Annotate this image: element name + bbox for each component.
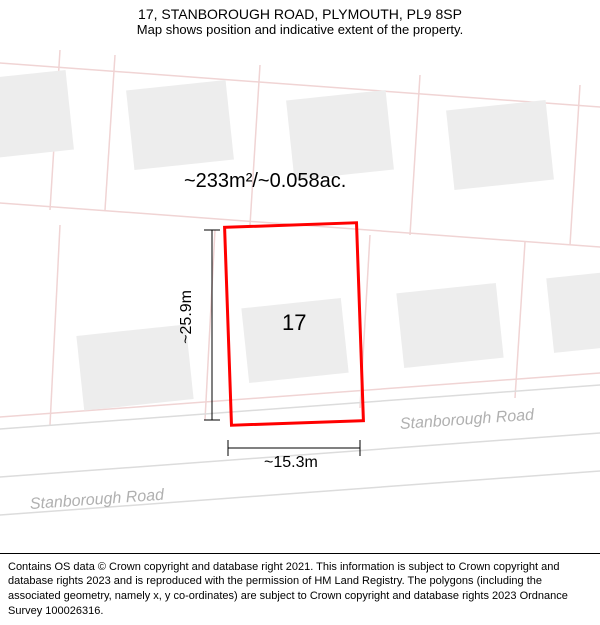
copyright-footer: Contains OS data © Crown copyright and d… — [0, 553, 600, 625]
map-canvas: ~233m²/~0.058ac. ~25.9m 17 ~15.3m Stanbo… — [0, 0, 600, 560]
house-number-label: 17 — [282, 310, 306, 336]
area-label: ~233m²/~0.058ac. — [184, 170, 346, 193]
header: 17, STANBOROUGH ROAD, PLYMOUTH, PL9 8SP … — [0, 0, 600, 41]
page-subtitle: Map shows position and indicative extent… — [10, 22, 590, 37]
height-dimension-label: ~25.9m — [178, 290, 196, 344]
map-svg — [0, 0, 600, 560]
width-dimension-label: ~15.3m — [264, 454, 318, 472]
page-title: 17, STANBOROUGH ROAD, PLYMOUTH, PL9 8SP — [10, 6, 590, 22]
copyright-text: Contains OS data © Crown copyright and d… — [8, 561, 568, 618]
